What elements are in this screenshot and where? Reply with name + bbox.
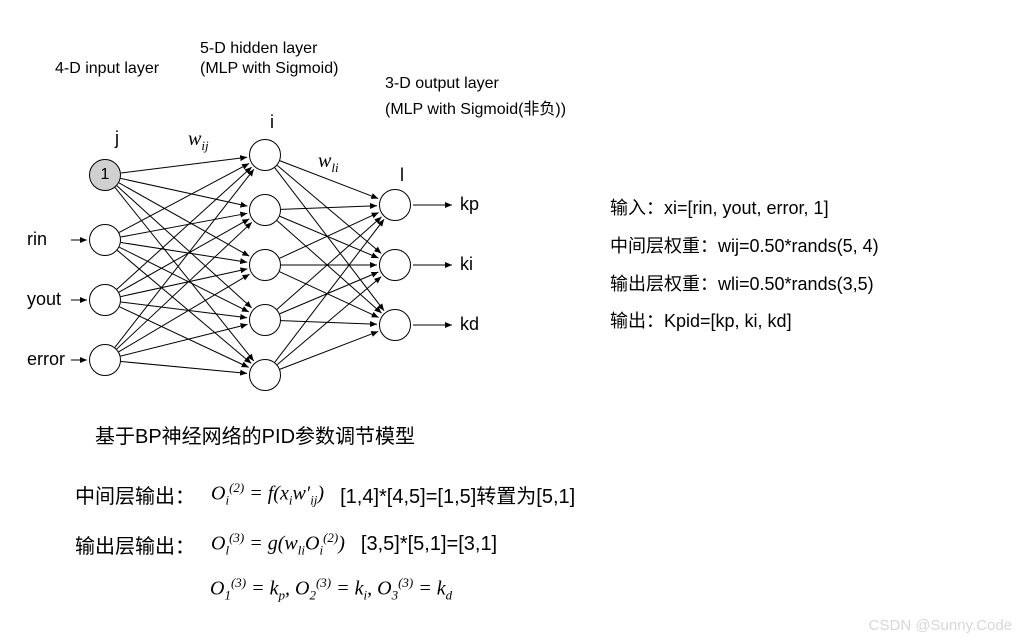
side-info: 输入：xi=[rin, yout, error, 1] 中间层权重：wij=0.… xyxy=(610,190,879,341)
hidden-layer-label-2: (MLP with Sigmoid) xyxy=(200,60,338,78)
side-line-output: 输出：Kpid=[kp, ki, kd] xyxy=(610,303,879,341)
wli-label: wli xyxy=(318,150,339,176)
output-layer-label-1: 3-D output layer xyxy=(385,75,499,93)
input-label-yout: yout xyxy=(27,289,61,310)
hidden-node-0 xyxy=(249,139,281,171)
input-label-rin: rin xyxy=(27,229,47,250)
hidden-layer-label-1: 5-D hidden layer xyxy=(200,40,317,58)
hidden-node-1 xyxy=(249,194,281,226)
input-node-1 xyxy=(89,224,121,256)
input-node-3 xyxy=(89,344,121,376)
output-label-kp: kp xyxy=(460,194,479,215)
hidden-node-4 xyxy=(249,359,281,391)
output-label-kd: kd xyxy=(460,314,479,335)
output-layer-label-2: (MLP with Sigmoid(非负)) xyxy=(385,95,566,119)
l-label: l xyxy=(400,165,404,186)
j-label: j xyxy=(115,128,119,149)
side-line-output-weights: 输出层权重：wli=0.50*rands(3,5) xyxy=(610,266,879,304)
i-label: i xyxy=(270,112,274,133)
input-label-error: error xyxy=(27,349,65,370)
input-node-2 xyxy=(89,284,121,316)
input-layer-label: 4-D input layer xyxy=(55,60,159,78)
formula-output-output: 输出层输出： Ol(3) = g(wliOi(2)) [3,5]*[5,1]=[… xyxy=(75,530,497,559)
side-line-input: 输入：xi=[rin, yout, error, 1] xyxy=(610,190,879,228)
hidden-node-2 xyxy=(249,249,281,281)
input-node-0: 1 xyxy=(89,159,121,191)
wij-label: wij xyxy=(188,128,209,154)
watermark: CSDN @Sunny.Code xyxy=(869,617,1012,634)
output-node-0 xyxy=(379,189,411,221)
output-node-1 xyxy=(379,249,411,281)
hidden-node-3 xyxy=(249,304,281,336)
formula-hidden-output: 中间层输出： Oi(2) = f(xiw′ij) [1,4]*[4,5]=[1,… xyxy=(75,480,575,509)
side-line-hidden-weights: 中间层权重：wij=0.50*rands(5, 4) xyxy=(610,228,879,266)
diagram-title: 基于BP神经网络的PID参数调节模型 xyxy=(95,420,415,449)
output-node-2 xyxy=(379,309,411,341)
output-label-ki: ki xyxy=(460,254,473,275)
formula-output-mapping: O1(3) = kp, O2(3) = ki, O3(3) = kd xyxy=(210,575,452,604)
